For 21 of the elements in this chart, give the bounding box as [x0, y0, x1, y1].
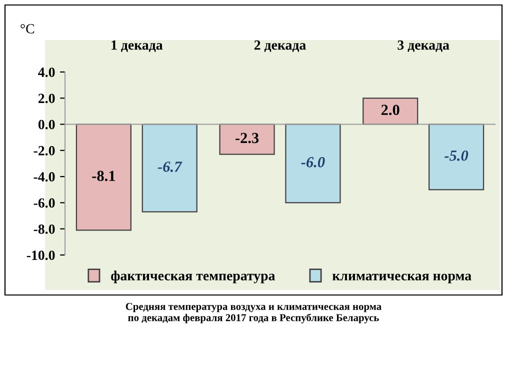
data-label: -6.0 — [301, 157, 325, 168]
y-axis-title: °C — [20, 24, 34, 34]
data-label: -2.3 — [236, 132, 259, 144]
y-tick-label: 0.0 — [38, 120, 55, 130]
data-label: 2.0 — [381, 104, 400, 116]
text: Средняя температура воздуха и климатическая норма по декадам февраля 2017 года в Республике Беларусь — [126, 302, 382, 324]
data-label: -5.0 — [444, 150, 468, 161]
y-tick-label: 2.0 — [38, 94, 55, 104]
y-tick-label: -4.0 — [34, 172, 55, 182]
legend-label: климатическая норма — [332, 274, 472, 284]
y-tick-label: -6.0 — [34, 198, 55, 208]
x-tick-label: 3 декада — [398, 40, 450, 52]
x-tick-label: 1 декада — [112, 40, 163, 52]
y-tick-label: 4.0 — [38, 68, 55, 78]
x-tick-label: 2 декада — [254, 40, 306, 52]
data-label: -8.1 — [92, 170, 116, 182]
legend-label: фактическая температура — [111, 270, 276, 284]
data-label: -6.7 — [158, 162, 182, 172]
y-tick-label: -2.0 — [34, 146, 55, 156]
y-tick-label: -10.0 — [26, 250, 55, 260]
y-tick-label: -8.0 — [34, 224, 55, 234]
